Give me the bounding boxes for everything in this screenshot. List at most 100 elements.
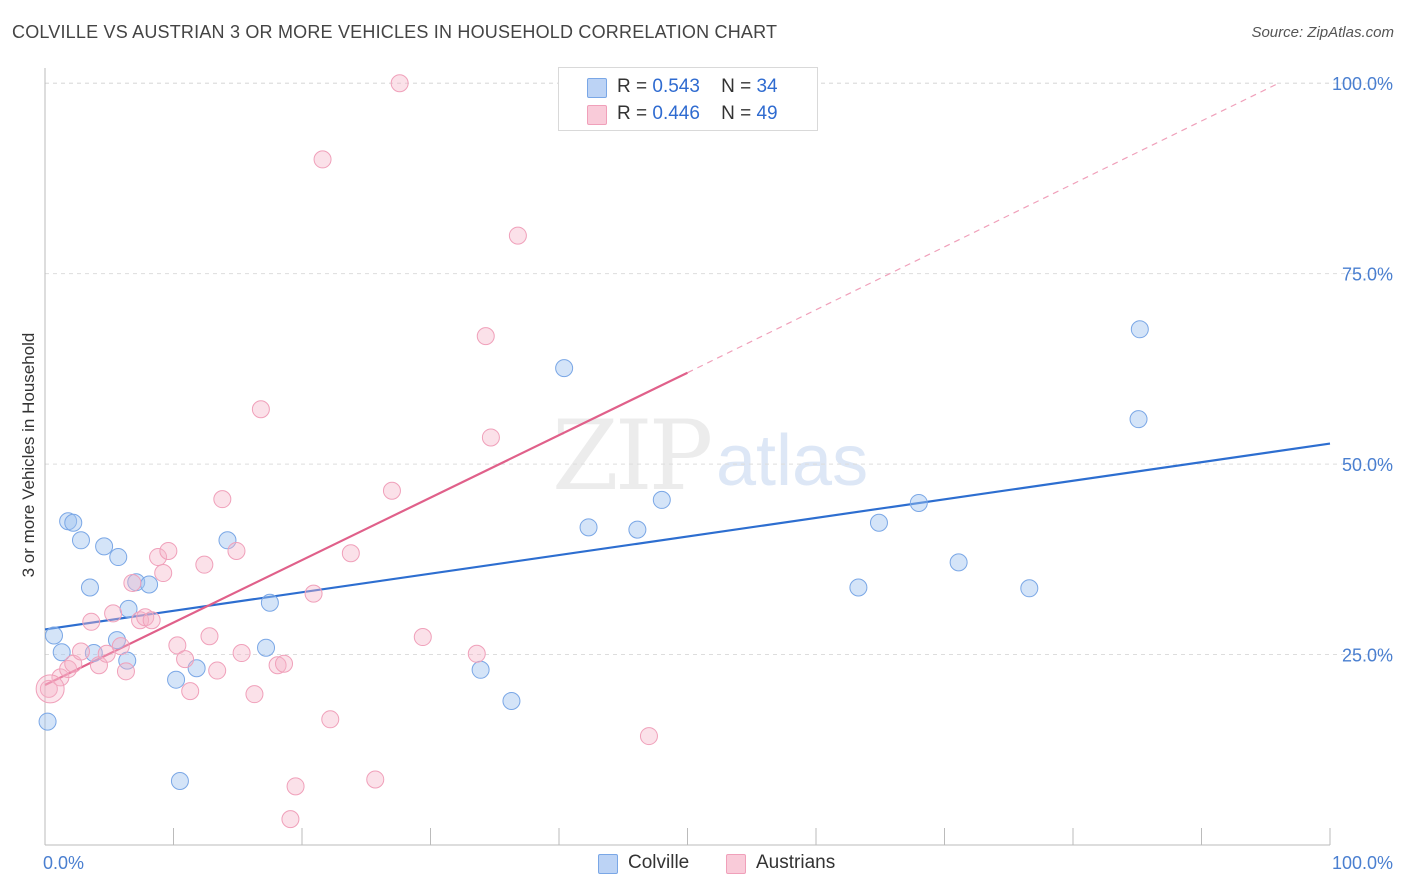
austrians-point: [176, 650, 195, 669]
x-tick-labels: 0.0% 100.0%: [43, 853, 1393, 873]
stats-legend: R = 0.543 N = 34 R = 0.446 N = 49: [558, 67, 818, 131]
colville-n-label: N =: [721, 76, 752, 97]
colville-point: [52, 643, 71, 662]
source-label: Source: ZipAtlas.com: [1251, 24, 1394, 41]
colville-point: [652, 490, 671, 509]
austrians-point: [104, 604, 123, 623]
austrians-point: [71, 642, 90, 661]
austrians-point: [639, 727, 658, 746]
colville-point: [71, 531, 90, 550]
austrians-point: [159, 541, 178, 560]
austrians-point: [39, 679, 58, 698]
austrians-point-cluster: [35, 674, 65, 704]
colville-point: [1130, 320, 1149, 339]
legend-colville-label: Colville: [628, 852, 690, 873]
austrians-point: [366, 770, 385, 789]
colville-point: [95, 537, 114, 556]
y-tick-label: 100.0%: [1332, 74, 1393, 94]
colville-n-value: 34: [756, 76, 778, 97]
austrians-point: [168, 636, 187, 655]
austrians-point: [123, 573, 142, 592]
watermark-atlas: atlas: [716, 421, 869, 501]
colville-swatch: [587, 78, 607, 98]
legend-austrians-swatch: [726, 854, 746, 874]
austrians-point: [232, 644, 251, 663]
colville-point: [555, 359, 574, 378]
legend-austrians-label: Austrians: [756, 852, 836, 873]
colville-point: [260, 593, 279, 612]
colville-point: [849, 578, 868, 597]
austrians-point: [200, 627, 219, 646]
austrians-point: [304, 584, 323, 603]
colville-point: [218, 531, 237, 550]
legend-colville-swatch: [598, 854, 618, 874]
austrians-swatch: [587, 105, 607, 125]
austrians-point: [116, 662, 135, 681]
watermark-zip: ZIP: [552, 400, 713, 512]
austrians-point: [467, 644, 486, 663]
colville-point: [170, 772, 189, 791]
austrians-point: [313, 150, 332, 169]
austrians-point: [245, 685, 264, 704]
colville-r-label: R =: [617, 76, 648, 97]
austrians-point: [476, 327, 495, 346]
colville-point: [628, 520, 647, 539]
austrians-point: [213, 490, 232, 509]
colville-r-value: 0.543: [652, 76, 700, 97]
colville-point: [909, 493, 928, 512]
austrians-r-value: 0.446: [652, 103, 700, 124]
austrians-n-value: 49: [756, 103, 778, 124]
austrians-trend-line: [44, 371, 688, 687]
colville-point: [502, 692, 521, 711]
trend-lines: [44, 82, 1331, 687]
y-tick-labels: 25.0% 50.0% 75.0% 100.0%: [1332, 74, 1393, 665]
austrians-point: [321, 710, 340, 729]
colville-point: [80, 578, 99, 597]
y-tick-label: 50.0%: [1342, 455, 1393, 475]
colville-trend-line: [44, 442, 1331, 631]
austrians-point: [111, 637, 130, 656]
colville-point: [869, 513, 888, 532]
austrians-point: [97, 644, 116, 663]
colville-point: [471, 660, 490, 679]
x-tick-label: 100.0%: [1332, 853, 1393, 873]
colville-point: [579, 518, 598, 537]
colville-point: [109, 548, 128, 567]
colville-point: [38, 712, 57, 731]
austrians-point: [481, 428, 500, 447]
austrians-point: [413, 628, 432, 647]
austrians-point: [208, 661, 227, 680]
colville-point: [84, 644, 103, 663]
austrians-point: [286, 777, 305, 796]
austrians-point: [59, 660, 78, 679]
austrians-point: [382, 481, 401, 500]
austrians-n-label: N =: [721, 103, 752, 124]
austrians-point: [275, 654, 294, 673]
austrians-point: [195, 555, 214, 574]
austrians-point: [149, 548, 168, 567]
colville-point: [949, 553, 968, 572]
austrians-point: [390, 74, 409, 93]
austrians-point: [227, 541, 246, 560]
y-axis-label: 3 or more Vehicles in Household: [19, 333, 38, 578]
colville-point: [1129, 410, 1148, 429]
austrians-point: [251, 400, 270, 419]
y-tick-label: 25.0%: [1342, 646, 1393, 666]
gridlines: [45, 82, 1392, 656]
colville-point: [140, 575, 159, 594]
austrians-r-label: R =: [617, 103, 648, 124]
austrians-point: [341, 544, 360, 563]
chart-title: COLVILLE VS AUSTRIAN 3 OR MORE VEHICLES …: [12, 22, 778, 42]
colville-point: [1020, 579, 1039, 598]
y-tick-label: 75.0%: [1342, 265, 1393, 285]
colville-point: [64, 513, 83, 532]
x-tick-label: 0.0%: [43, 853, 84, 873]
austrians-point: [82, 612, 101, 631]
austrians-point: [142, 611, 161, 630]
austrians-point: [508, 226, 527, 245]
data-points: [35, 74, 1149, 829]
colville-point: [167, 670, 186, 689]
austrians-point: [268, 656, 287, 675]
colville-point: [44, 626, 63, 645]
